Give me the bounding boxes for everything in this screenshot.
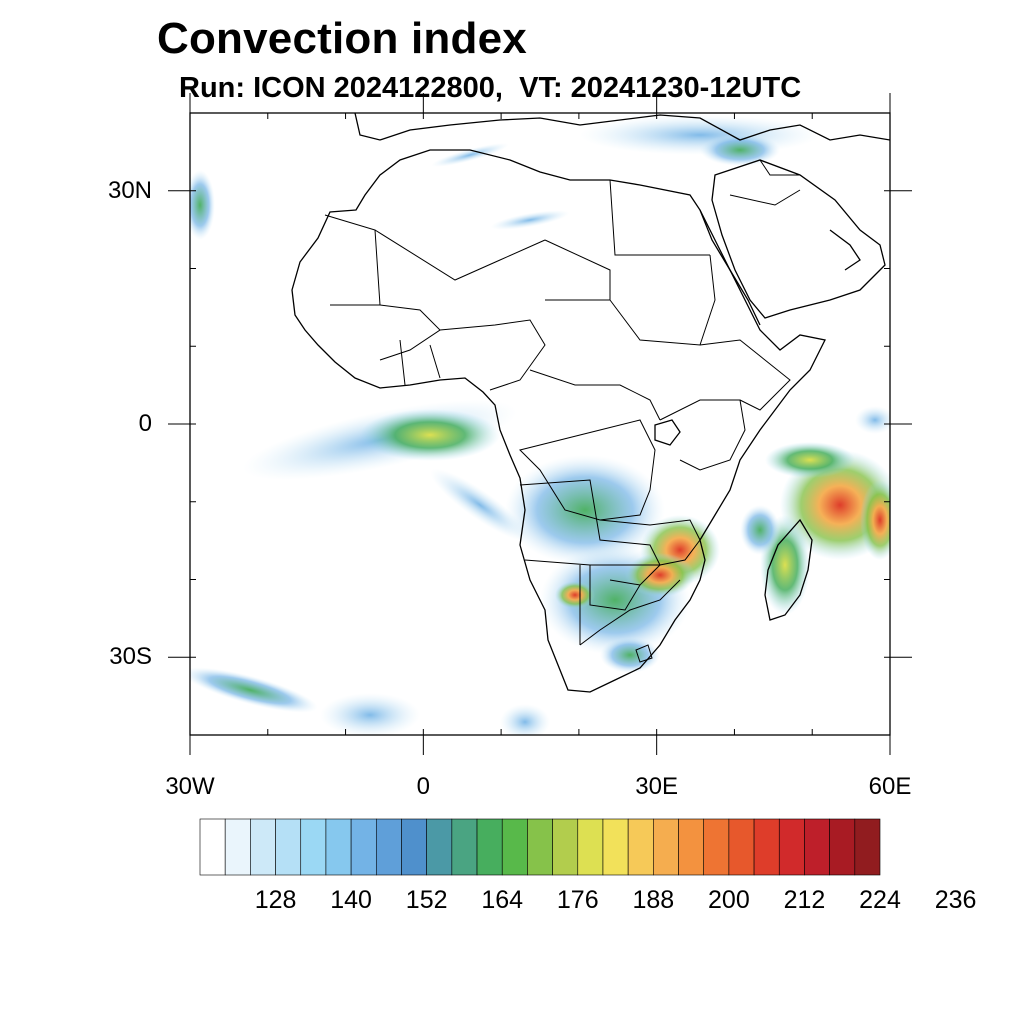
- border-drc: [519, 419, 656, 521]
- colorbar-box: [476, 818, 503, 876]
- field-southern-ocean-west: [190, 667, 318, 713]
- colorbar-tick-label: 200: [708, 886, 750, 914]
- colorbar-tick-label: 236: [934, 886, 977, 914]
- colorbar-box: [678, 818, 705, 876]
- border-lesotho: [635, 644, 653, 663]
- colorbar-box: [426, 818, 453, 876]
- colorbar-tick-label: 188: [632, 886, 675, 914]
- colorbar-box: [527, 818, 553, 876]
- country-borders: [324, 159, 801, 663]
- lake-victoria: [654, 419, 681, 446]
- field-namibia-spot: [555, 581, 595, 609]
- colorbar-box: [325, 818, 352, 876]
- border-namibia-botswana: [579, 565, 641, 645]
- colorbar-box: [753, 818, 780, 876]
- colorbar-tick-label: 140: [330, 886, 372, 914]
- chart-title: Convection index: [157, 14, 527, 63]
- colorbar-box: [250, 818, 276, 876]
- border-central-africa: [529, 369, 661, 421]
- lon-tick-label: 0: [416, 773, 431, 800]
- field-congo-basin: [505, 455, 665, 565]
- colorbar-box: [728, 818, 755, 876]
- field-atlantic-nw: [190, 170, 215, 240]
- africa-coastline: [291, 149, 826, 693]
- persian-gulf: [829, 229, 861, 271]
- colorbar-tick-label: 212: [783, 886, 826, 914]
- colorbar-tick-label: 128: [254, 886, 297, 914]
- colorbar-box: [501, 818, 528, 876]
- field-far-east-edge: [860, 480, 890, 560]
- field-atlantic-trail: [430, 468, 530, 542]
- border-east-africa: [659, 399, 746, 471]
- field-algeria-streak: [431, 143, 509, 167]
- field-mozambique-channel: [740, 505, 780, 555]
- colorbar-box: [300, 818, 327, 876]
- lon-tick-label: 30E: [635, 773, 679, 800]
- colorbar-box: [451, 818, 478, 876]
- colorbar-box: [778, 818, 805, 876]
- field-turkey: [700, 134, 780, 166]
- colorbar-box: [653, 818, 679, 876]
- field-gulf-of-guinea: [360, 409, 500, 461]
- colorbar-box: [375, 818, 402, 876]
- madagascar-coast: [764, 518, 813, 621]
- colorbar-box: [199, 818, 226, 876]
- colorbar-box: [829, 818, 856, 876]
- border-zambia-mozambique: [599, 519, 701, 586]
- chart-subtitle: Run: ICON 2024122800, VT: 20241230-12UTC: [179, 72, 802, 104]
- border-ethiopia: [699, 339, 791, 411]
- colorbar-tick-label: 176: [556, 886, 599, 914]
- colorbar-tick-label: 152: [405, 886, 448, 914]
- colorbar-box: [602, 818, 629, 876]
- border-south-africa: [579, 579, 681, 646]
- colorbar-box: [627, 818, 654, 876]
- border-libya-chad: [544, 239, 611, 301]
- coastlines: [291, 113, 890, 693]
- colorbar-box: [703, 818, 730, 876]
- border-nigeria: [439, 319, 546, 391]
- field-southern-ocean-east: [500, 704, 550, 735]
- field-sahara-streak: [490, 210, 570, 230]
- colorbar-box: [552, 818, 579, 876]
- lat-tick-label: 30S: [109, 643, 152, 671]
- colorbar-box: [854, 818, 881, 876]
- border-west-africa: [330, 304, 441, 386]
- field-arabian-sea-east: [855, 406, 890, 434]
- lat-tick-label: 0: [138, 410, 152, 437]
- lon-tick-label: 60E: [868, 773, 912, 800]
- colorbar-box: [401, 818, 427, 876]
- field-southern-ocean-mid: [320, 693, 420, 735]
- border-algeria-mali: [374, 229, 546, 281]
- lon-tick-label: 30W: [165, 773, 215, 800]
- arabia-coast: [711, 159, 886, 319]
- border-saudi-iraq: [729, 159, 801, 206]
- colorbar-box: [804, 818, 830, 876]
- axis-ticks: [168, 93, 912, 755]
- red-sea: [699, 209, 761, 326]
- colorbar-box: [224, 818, 251, 876]
- convection-field: [190, 115, 890, 735]
- border-libya-egypt: [609, 179, 710, 256]
- colorbar-box: [275, 818, 302, 876]
- field-indian-ocean-north: [765, 442, 855, 478]
- colorbar-box: [577, 818, 604, 876]
- colorbar-box: [350, 818, 377, 876]
- colorbar-tick-label: 224: [859, 886, 901, 914]
- field-zimbabwe-hotspot: [625, 553, 695, 597]
- lat-tick-label: 30N: [107, 176, 152, 204]
- colorbar-tick-label: 164: [481, 886, 524, 914]
- europe-coast: [354, 113, 890, 141]
